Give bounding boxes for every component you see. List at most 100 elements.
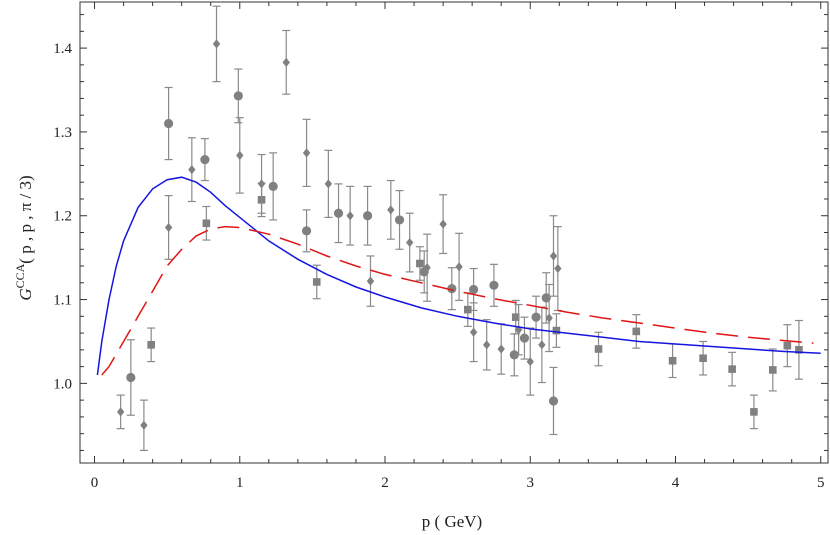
square-marker bbox=[312, 278, 321, 286]
square-marker bbox=[769, 366, 777, 374]
data-point-diamond bbox=[235, 117, 244, 194]
square-marker bbox=[147, 341, 155, 349]
y-axis-label-args: ( p , p , π / 3) bbox=[16, 175, 35, 263]
square-marker bbox=[795, 346, 803, 354]
diamond-marker bbox=[469, 327, 478, 337]
diamond-marker bbox=[545, 313, 553, 323]
x-tick-label: 5 bbox=[817, 475, 825, 491]
data-point-square bbox=[463, 292, 472, 327]
diamond-marker bbox=[387, 205, 395, 215]
square-marker bbox=[463, 305, 472, 314]
circle-marker bbox=[519, 333, 530, 343]
square-marker bbox=[594, 345, 603, 353]
diamond-marker bbox=[212, 39, 221, 49]
diamond-marker bbox=[164, 222, 173, 233]
square-marker bbox=[750, 408, 758, 416]
diamond-marker bbox=[302, 148, 311, 158]
square-marker bbox=[699, 354, 707, 363]
circle-marker bbox=[233, 91, 243, 101]
diamond-marker bbox=[549, 251, 558, 261]
data-point-circle bbox=[394, 189, 405, 250]
data-point-diamond bbox=[302, 118, 311, 187]
data-point-diamond bbox=[497, 323, 506, 375]
data-point-square bbox=[668, 343, 677, 379]
data-point-circle bbox=[163, 86, 174, 161]
diamond-marker bbox=[346, 211, 354, 221]
circle-marker bbox=[447, 284, 457, 294]
diamond-marker bbox=[482, 340, 491, 350]
y-axis-label-prefix: G bbox=[16, 288, 35, 300]
plot-marks bbox=[96, 5, 821, 452]
diamond-marker bbox=[514, 325, 523, 335]
data-point-square bbox=[147, 327, 156, 363]
data-point-square bbox=[552, 313, 561, 348]
data-point-diamond bbox=[257, 153, 266, 214]
x-tick-label: 2 bbox=[381, 475, 389, 491]
circle-marker bbox=[489, 280, 499, 290]
data-point-diamond bbox=[405, 212, 414, 273]
x-tick-label: 3 bbox=[527, 475, 535, 491]
y-tick-label: 1.2 bbox=[53, 209, 72, 225]
circle-marker bbox=[469, 284, 479, 295]
y-tick-label: 1.1 bbox=[53, 293, 72, 309]
x-axis-label: p ( GeV) bbox=[422, 512, 482, 531]
square-marker bbox=[668, 356, 677, 365]
data-point-square bbox=[312, 264, 321, 300]
data-point-square bbox=[749, 394, 758, 430]
circle-marker bbox=[200, 154, 210, 165]
data-point-diamond bbox=[549, 215, 558, 297]
data-point-circle bbox=[362, 185, 373, 246]
diamond-marker bbox=[116, 407, 125, 417]
square-marker bbox=[511, 313, 520, 321]
plot-frame bbox=[79, 1, 829, 464]
data-point-square bbox=[768, 348, 777, 392]
data-point-circle bbox=[447, 267, 457, 311]
circle-marker bbox=[163, 118, 174, 129]
data-point-diamond bbox=[455, 232, 464, 301]
circle-marker bbox=[541, 293, 551, 303]
data-point-square bbox=[632, 314, 641, 349]
square-marker bbox=[552, 326, 561, 335]
circle-marker bbox=[531, 312, 541, 322]
diamond-marker bbox=[497, 344, 505, 354]
data-point-diamond bbox=[386, 179, 395, 240]
data-point-diamond bbox=[212, 5, 221, 83]
diamond-marker bbox=[282, 57, 290, 67]
circle-marker bbox=[126, 372, 136, 383]
x-tick-label: 1 bbox=[236, 475, 244, 491]
solid-curve bbox=[96, 176, 821, 376]
diamond-marker bbox=[554, 263, 562, 274]
data-point-circle bbox=[333, 183, 344, 244]
diamond-marker bbox=[257, 179, 266, 189]
data-point-diamond bbox=[526, 327, 535, 396]
square-marker bbox=[783, 341, 792, 350]
square-marker bbox=[728, 365, 736, 373]
circle-marker bbox=[268, 181, 278, 191]
data-point-diamond bbox=[282, 29, 291, 95]
data-point-circle bbox=[233, 68, 243, 124]
circle-marker bbox=[509, 350, 519, 360]
y-tick-label: 1.3 bbox=[53, 125, 72, 141]
data-point-diamond bbox=[346, 185, 355, 246]
data-point-diamond bbox=[164, 195, 173, 260]
data-point-circle bbox=[301, 209, 312, 253]
data-point-square bbox=[794, 319, 803, 380]
data-point-circle bbox=[519, 316, 530, 360]
diamond-marker bbox=[455, 262, 463, 272]
square-marker bbox=[202, 219, 211, 228]
data-point-square bbox=[699, 340, 708, 376]
axes: 0 1 2 3 4 5 1.0 1.1 1.2 1.3 1.4 bbox=[53, 2, 828, 491]
data-point-diamond bbox=[439, 194, 448, 255]
data-point-diamond bbox=[366, 255, 375, 307]
data-point-diamond bbox=[116, 394, 125, 430]
data-point-circle bbox=[200, 138, 210, 182]
diamond-marker bbox=[140, 420, 148, 430]
circle-marker bbox=[362, 211, 373, 221]
circle-marker bbox=[548, 396, 559, 406]
diamond-marker bbox=[366, 276, 375, 286]
data-point-diamond bbox=[545, 283, 554, 353]
x-tick-label: 0 bbox=[91, 475, 99, 491]
data-point-circle bbox=[531, 295, 541, 339]
data-point-circle bbox=[548, 366, 559, 436]
